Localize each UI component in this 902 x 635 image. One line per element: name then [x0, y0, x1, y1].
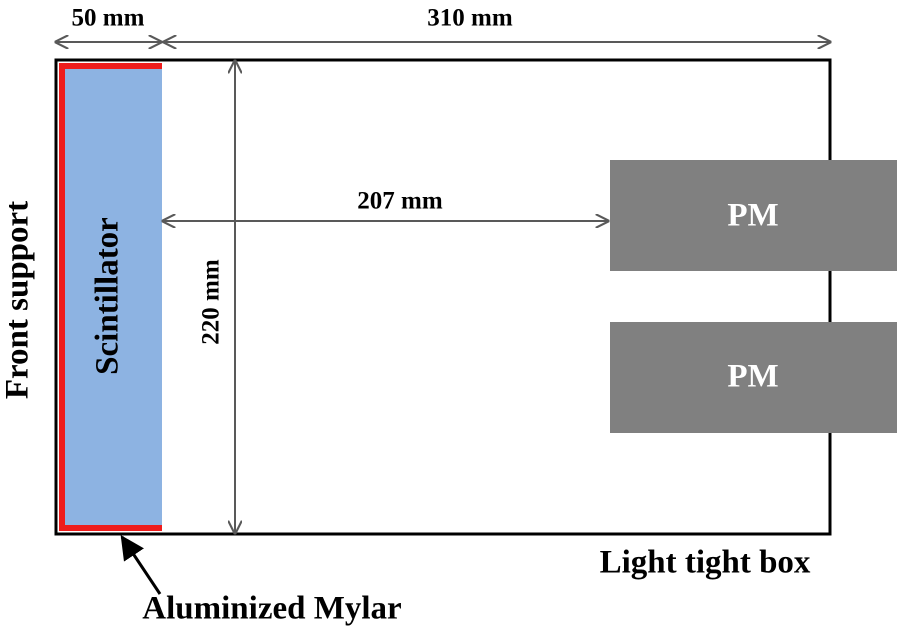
scintillator	[59, 63, 162, 531]
scintillator-label: Scintillator	[90, 217, 126, 375]
front-support-label: Front support	[0, 201, 36, 399]
dimension-label: 220 mm	[198, 259, 225, 345]
aluminized-mylar	[59, 63, 162, 531]
dimension-label: 50 mm	[72, 5, 145, 32]
dimension-label: 310 mm	[427, 5, 513, 32]
mylar-label: Aluminized Mylar	[142, 591, 401, 627]
dimension-label: 207 mm	[357, 188, 443, 215]
box-label: Light tight box	[600, 545, 811, 581]
light-tight-box	[54, 58, 832, 536]
pm-label: PM	[727, 198, 778, 234]
pm-tube	[610, 322, 897, 433]
pm-label: PM	[727, 359, 778, 395]
pointer-arrow	[120, 535, 162, 595]
pm-tube	[610, 160, 897, 271]
